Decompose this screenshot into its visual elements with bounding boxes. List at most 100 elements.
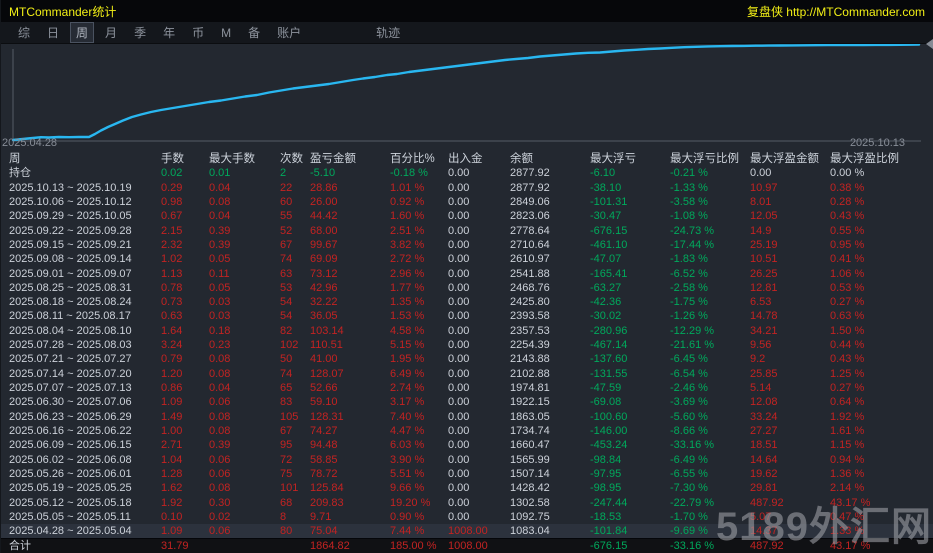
cell-deposit: 0.00: [448, 352, 510, 366]
cell-balance: 2468.76: [510, 281, 590, 295]
table-row[interactable]: 2025.06.09 ~ 2025.06.152.710.399594.486.…: [1, 438, 933, 452]
cell-balance: 2541.88: [510, 267, 590, 281]
cell-max-lots: 0.39: [209, 438, 280, 452]
table-row[interactable]: 2025.10.13 ~ 2025.10.190.290.042228.861.…: [1, 181, 933, 195]
menu-item-note[interactable]: 备: [243, 23, 265, 42]
cell-lots: 1.13: [161, 267, 209, 281]
cell-pnl: 110.51: [310, 338, 390, 352]
cell-pct: 1.77 %: [390, 281, 448, 295]
table-row[interactable]: 2025.09.01 ~ 2025.09.071.130.116373.122.…: [1, 267, 933, 281]
cell-lots: 0.73: [161, 295, 209, 309]
menu-item-quarterly[interactable]: 季: [129, 23, 151, 42]
table-row[interactable]: 2025.08.25 ~ 2025.08.310.780.055342.961.…: [1, 281, 933, 295]
cell-max-drawdown-pct: -9.69 %: [670, 524, 750, 538]
cell-max-lots: 0.06: [209, 395, 280, 409]
table-row[interactable]: 2025.06.16 ~ 2025.06.221.000.086774.274.…: [1, 424, 933, 438]
cell-max-float-profit: 25.19: [750, 238, 830, 252]
cell-period: 2025.09.15 ~ 2025.09.21: [1, 238, 161, 252]
table-row[interactable]: 2025.09.15 ~ 2025.09.212.320.396799.673.…: [1, 238, 933, 252]
cell-pct: 3.90 %: [390, 453, 448, 467]
cell-pct: 1.53 %: [390, 309, 448, 323]
cell-pnl: 128.31: [310, 410, 390, 424]
cell-max-float-profit: 12.08: [750, 395, 830, 409]
brand-link[interactable]: 复盘侠 http://MTCommander.com: [747, 3, 925, 20]
cell-balance: 1083.04: [510, 524, 590, 538]
table-row[interactable]: 2025.05.26 ~ 2025.06.011.280.067578.725.…: [1, 467, 933, 481]
cell-deposit: 0.00: [448, 381, 510, 395]
cell-balance: 1302.58: [510, 496, 590, 510]
cell-balance: 1507.14: [510, 467, 590, 481]
table-row[interactable]: 2025.07.14 ~ 2025.07.201.200.0874128.076…: [1, 367, 933, 381]
cell-balance: 2877.92: [510, 181, 590, 195]
cell-max-drawdown: -280.96: [590, 324, 670, 338]
table-row[interactable]: 2025.05.05 ~ 2025.05.110.100.0289.710.90…: [1, 510, 933, 524]
cell-lots: 1.28: [161, 467, 209, 481]
stats-table: 周手数最大手数次数盈亏金额百分比%出入金余额最大浮亏最大浮亏比例最大浮盈金额最大…: [1, 152, 933, 553]
cell-trades: 83: [280, 395, 310, 409]
cell-balance: 1734.74: [510, 424, 590, 438]
menu-item-track[interactable]: 轨迹: [371, 23, 405, 42]
cell-lots: 0.98: [161, 195, 209, 209]
table-row[interactable]: 2025.09.29 ~ 2025.10.050.670.045544.421.…: [1, 209, 933, 223]
table-row[interactable]: 2025.08.11 ~ 2025.08.170.630.035436.051.…: [1, 309, 933, 323]
table-row[interactable]: 2025.05.12 ~ 2025.05.181.920.3068209.831…: [1, 496, 933, 510]
cell-max-float-profit: 25.85: [750, 367, 830, 381]
col-header-pnl: 盈亏金额: [310, 152, 390, 166]
cell-max-drawdown-pct: -8.66 %: [670, 424, 750, 438]
cell-balance: 2102.88: [510, 367, 590, 381]
cell-max-lots: 0.04: [209, 381, 280, 395]
cell-max-float-profit-pct: 0.28 %: [830, 195, 926, 209]
cell-lots: 2.71: [161, 438, 209, 452]
cell-max-float-profit: 12.81: [750, 281, 830, 295]
cell-trades: 74: [280, 367, 310, 381]
table-row[interactable]: 2025.06.23 ~ 2025.06.291.490.08105128.31…: [1, 410, 933, 424]
cell-max-float-profit: 10.51: [750, 252, 830, 266]
table-row[interactable]: 2025.07.28 ~ 2025.08.033.240.23102110.51…: [1, 338, 933, 352]
col-header-max-drawdown-pct: 最大浮亏比例: [670, 152, 750, 166]
cell-trades: 68: [280, 496, 310, 510]
cell-deposit: 0.00: [448, 309, 510, 323]
cell-max-lots: 0.08: [209, 367, 280, 381]
menu-item-m[interactable]: M: [216, 25, 236, 41]
cell-lots: 0.78: [161, 281, 209, 295]
table-row[interactable]: 2025.04.28 ~ 2025.05.041.090.068075.047.…: [1, 524, 933, 538]
table-row[interactable]: 2025.06.30 ~ 2025.07.061.090.068359.103.…: [1, 395, 933, 409]
menu-item-yearly[interactable]: 年: [158, 23, 180, 42]
cell-max-float-profit-pct: 0.95 %: [830, 238, 926, 252]
cell-max-lots: 0.05: [209, 281, 280, 295]
cell-max-drawdown-pct: -6.55 %: [670, 467, 750, 481]
cell-max-drawdown: -69.08: [590, 395, 670, 409]
table-row[interactable]: 2025.07.21 ~ 2025.07.270.790.085041.001.…: [1, 352, 933, 366]
menu-item-daily[interactable]: 日: [42, 23, 64, 42]
col-header-lots: 手数: [161, 152, 209, 166]
cell-pnl: 26.00: [310, 195, 390, 209]
col-header-balance: 余额: [510, 152, 590, 166]
cell-deposit: 0.00: [448, 367, 510, 381]
cell-max-drawdown: -131.55: [590, 367, 670, 381]
table-row[interactable]: 2025.05.19 ~ 2025.05.251.620.08101125.84…: [1, 481, 933, 495]
table-row[interactable]: 2025.09.08 ~ 2025.09.141.020.057469.092.…: [1, 252, 933, 266]
table-row[interactable]: 2025.06.02 ~ 2025.06.081.040.067258.853.…: [1, 453, 933, 467]
menu-item-summary[interactable]: 综: [13, 23, 35, 42]
cell-deposit: 0.00: [448, 410, 510, 424]
menu-item-weekly[interactable]: 周: [71, 23, 93, 42]
cell-period: 2025.09.29 ~ 2025.10.05: [1, 209, 161, 223]
menu-item-monthly[interactable]: 月: [100, 23, 122, 42]
table-row[interactable]: 2025.09.22 ~ 2025.09.282.150.395268.002.…: [1, 224, 933, 238]
cell-pct: 5.51 %: [390, 467, 448, 481]
cell-max-drawdown-pct: -1.33 %: [670, 181, 750, 195]
table-row-total[interactable]: 合计31.791864.82185.00 %1008.00-676.15-33.…: [1, 538, 933, 553]
menu-item-account[interactable]: 账户: [272, 23, 306, 42]
table-row[interactable]: 2025.08.18 ~ 2025.08.240.730.035432.221.…: [1, 295, 933, 309]
table-row[interactable]: 2025.10.06 ~ 2025.10.120.980.086026.000.…: [1, 195, 933, 209]
cell-pct: 2.72 %: [390, 252, 448, 266]
table-row[interactable]: 2025.08.04 ~ 2025.08.101.640.1882103.144…: [1, 324, 933, 338]
cell-lots: 0.10: [161, 510, 209, 524]
table-row[interactable]: 持仓0.020.012-5.10-0.18 %0.002877.92-6.10-…: [1, 166, 933, 180]
menu-item-currency[interactable]: 币: [187, 23, 209, 42]
cell-balance: 2823.06: [510, 209, 590, 223]
cell-max-float-profit: 14.37: [750, 524, 830, 538]
table-row[interactable]: 2025.07.07 ~ 2025.07.130.860.046552.662.…: [1, 381, 933, 395]
cell-balance: 2877.92: [510, 166, 590, 180]
cell-deposit: 0.00: [448, 481, 510, 495]
